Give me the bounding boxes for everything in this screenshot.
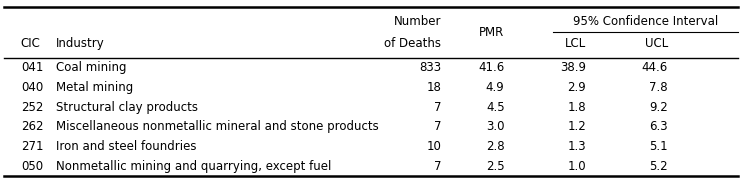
Text: 3.0: 3.0 bbox=[486, 120, 505, 133]
Text: LCL: LCL bbox=[565, 37, 586, 50]
Text: Nonmetallic mining and quarrying, except fuel: Nonmetallic mining and quarrying, except… bbox=[56, 160, 331, 173]
Text: 10: 10 bbox=[427, 140, 441, 153]
Text: 5.1: 5.1 bbox=[649, 140, 668, 153]
Text: Coal mining: Coal mining bbox=[56, 61, 126, 74]
Text: Miscellaneous nonmetallic mineral and stone products: Miscellaneous nonmetallic mineral and st… bbox=[56, 120, 378, 133]
Text: PMR: PMR bbox=[479, 26, 505, 39]
Text: 4.9: 4.9 bbox=[486, 81, 505, 94]
Text: 9.2: 9.2 bbox=[649, 101, 668, 114]
Text: 95% Confidence Interval: 95% Confidence Interval bbox=[573, 15, 718, 28]
Text: 040: 040 bbox=[21, 81, 43, 94]
Text: UCL: UCL bbox=[645, 37, 668, 50]
Text: 1.3: 1.3 bbox=[568, 140, 586, 153]
Text: 41.6: 41.6 bbox=[479, 61, 505, 74]
Text: 4.5: 4.5 bbox=[486, 101, 505, 114]
Text: 7.8: 7.8 bbox=[649, 81, 668, 94]
Text: 1.8: 1.8 bbox=[568, 101, 586, 114]
Text: 1.2: 1.2 bbox=[568, 120, 586, 133]
Text: Industry: Industry bbox=[56, 37, 105, 50]
Text: 252: 252 bbox=[21, 101, 43, 114]
Text: 5.2: 5.2 bbox=[649, 160, 668, 173]
Text: Metal mining: Metal mining bbox=[56, 81, 133, 94]
Text: 7: 7 bbox=[434, 160, 441, 173]
Text: 050: 050 bbox=[21, 160, 43, 173]
Text: 262: 262 bbox=[21, 120, 43, 133]
Text: 271: 271 bbox=[21, 140, 43, 153]
Text: 2.9: 2.9 bbox=[568, 81, 586, 94]
Text: 6.3: 6.3 bbox=[649, 120, 668, 133]
Text: 38.9: 38.9 bbox=[560, 61, 586, 74]
Text: CIC: CIC bbox=[21, 37, 41, 50]
Text: 2.5: 2.5 bbox=[486, 160, 505, 173]
Text: 7: 7 bbox=[434, 101, 441, 114]
Text: 7: 7 bbox=[434, 120, 441, 133]
Text: 44.6: 44.6 bbox=[642, 61, 668, 74]
Text: of Deaths: of Deaths bbox=[384, 37, 441, 50]
Text: 2.8: 2.8 bbox=[486, 140, 505, 153]
Text: 041: 041 bbox=[21, 61, 43, 74]
Text: Iron and steel foundries: Iron and steel foundries bbox=[56, 140, 196, 153]
Text: Number: Number bbox=[394, 15, 441, 28]
Text: 1.0: 1.0 bbox=[568, 160, 586, 173]
Text: Structural clay products: Structural clay products bbox=[56, 101, 197, 114]
Text: 18: 18 bbox=[427, 81, 441, 94]
Text: 833: 833 bbox=[419, 61, 441, 74]
